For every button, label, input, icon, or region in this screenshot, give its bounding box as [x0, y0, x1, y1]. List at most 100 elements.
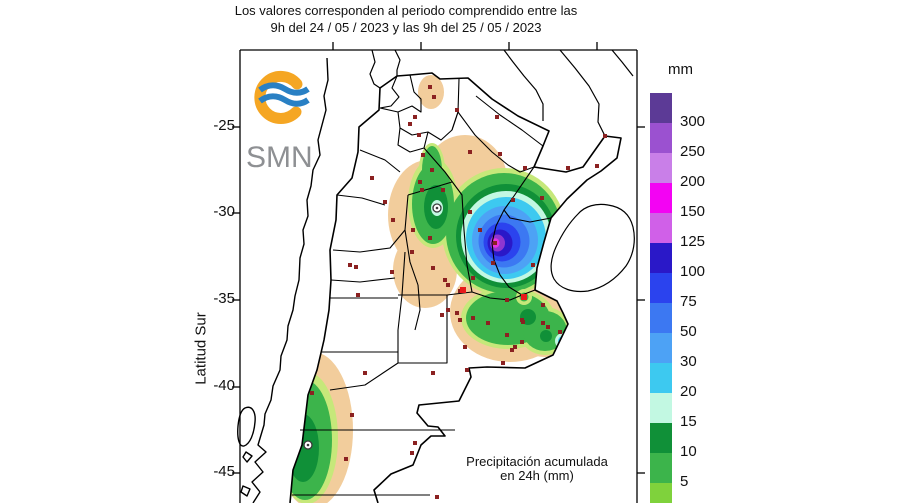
- station-dot: [410, 451, 414, 455]
- station-dot: [417, 133, 421, 137]
- station-dot: [478, 228, 482, 232]
- station-dot: [498, 152, 502, 156]
- logo-ring-icon: [254, 70, 303, 124]
- station-dot: [510, 348, 514, 352]
- map-caption: Precipitación acumulada en 24h (mm): [447, 455, 627, 483]
- station-dot: [493, 241, 497, 245]
- station-dot: [513, 345, 517, 349]
- station-dot: [595, 164, 599, 168]
- title-line-2: 9h del 24 / 05 / 2023 y las 9h del 25 / …: [270, 20, 542, 35]
- station-dot: [455, 108, 459, 112]
- legend-value-label: 5: [680, 473, 689, 490]
- station-dot: [501, 361, 505, 365]
- station-dot: [413, 115, 417, 119]
- station-dot: [531, 263, 535, 267]
- legend-value-label: 50: [680, 323, 697, 340]
- logo-text: SMN: [246, 141, 313, 174]
- station-dot: [431, 371, 435, 375]
- station-dot: [344, 457, 348, 461]
- legend-color-segment: [650, 393, 672, 423]
- station-dot: [420, 188, 424, 192]
- logo-wave-icon: [258, 93, 310, 107]
- station-dot: [435, 495, 439, 499]
- legend-color-segment: [650, 423, 672, 453]
- station-dot: [411, 228, 415, 232]
- legend-value-label: 15: [680, 413, 697, 430]
- station-dot: [370, 176, 374, 180]
- station-dot: [505, 298, 509, 302]
- y-tick-label: -25: [213, 117, 235, 134]
- station-dot: [390, 270, 394, 274]
- legend-color-segment: [650, 243, 672, 273]
- station-dot: [521, 320, 525, 324]
- province-borders: [292, 74, 552, 496]
- station-dot: [421, 153, 425, 157]
- station-dot: [455, 311, 459, 315]
- station-dot: [418, 180, 422, 184]
- station-dot: [408, 122, 412, 126]
- station-dot: [363, 371, 367, 375]
- station-dot: [410, 250, 414, 254]
- station-dot: [430, 168, 434, 172]
- legend-color-segment: [650, 153, 672, 183]
- y-tick-label: -45: [213, 463, 235, 480]
- legend-color-segment: [650, 123, 672, 153]
- station-dot: [441, 188, 445, 192]
- station-dot: [495, 115, 499, 119]
- y-tick-label: -30: [213, 203, 235, 220]
- station-dot: [546, 325, 550, 329]
- legend-color-segment: [650, 183, 672, 213]
- legend-value-label: 75: [680, 293, 697, 310]
- station-dot-bright: [521, 294, 527, 300]
- legend-value-label: 200: [680, 173, 706, 190]
- caption-line-2: en 24h (mm): [500, 468, 574, 483]
- title-line-1: Los valores corresponden al periodo comp…: [234, 3, 578, 18]
- station-dot: [471, 276, 475, 280]
- chile-coastline: [237, 57, 329, 503]
- station-dot: [511, 198, 515, 202]
- station-dot: [354, 265, 358, 269]
- y-tick-label: -35: [213, 290, 235, 307]
- legend-color-segment: [650, 93, 672, 123]
- station-dot: [350, 413, 354, 417]
- legend-color-segment: [650, 333, 672, 363]
- station-dot: [432, 95, 436, 99]
- station-dot: [458, 318, 462, 322]
- legend-color-segment: [650, 453, 672, 483]
- station-dot: [468, 150, 472, 154]
- station-dot: [413, 441, 417, 445]
- legend-color-segment: [650, 273, 672, 303]
- legend-unit: mm: [668, 61, 693, 78]
- station-dot: [348, 263, 352, 267]
- station-dot: [566, 166, 570, 170]
- legend-color-segment: [650, 363, 672, 393]
- station-dot: [463, 345, 467, 349]
- caption-line-1: Precipitación acumulada: [466, 454, 608, 469]
- axis-ticks: [232, 42, 645, 474]
- station-dot: [541, 321, 545, 325]
- station-dot: [431, 266, 435, 270]
- legend-value-label: 20: [680, 383, 697, 400]
- logo-wave-icon: [258, 82, 310, 96]
- station-dot: [428, 85, 432, 89]
- legend-value-label: 30: [680, 353, 697, 370]
- station-dot: [558, 330, 562, 334]
- station-dot: [486, 321, 490, 325]
- station-dot: [491, 261, 495, 265]
- legend-color-segment: [650, 483, 672, 503]
- max-marker-center: [306, 443, 310, 447]
- station-dots: [310, 85, 607, 499]
- max-marker-center: [435, 206, 439, 210]
- station-dot: [523, 166, 527, 170]
- legend-value-label: 300: [680, 113, 706, 130]
- station-dot: [356, 293, 360, 297]
- legend-color-segment: [650, 303, 672, 333]
- station-dot: [310, 391, 314, 395]
- neighbor-borders: [369, 49, 635, 293]
- legend-value-label: 250: [680, 143, 706, 160]
- legend-value-label: 125: [680, 233, 706, 250]
- station-dot: [471, 316, 475, 320]
- station-dot: [465, 368, 469, 372]
